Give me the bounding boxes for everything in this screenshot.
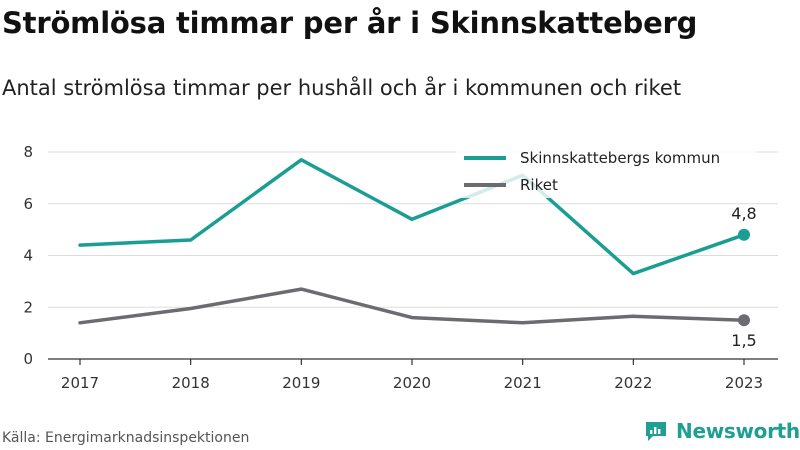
x-tick-label: 2020 [393,374,431,392]
end-marker-kommun [738,228,750,241]
brand-name: Newsworthy [676,419,800,443]
series-line-kommun [78,158,746,276]
end-marker-riket [738,314,750,327]
x-tick-label: 2019 [282,374,320,392]
y-tick-label: 6 [23,195,33,213]
chart-subtitle: Antal strömlösa timmar per hushåll och å… [2,76,682,100]
x-tick-label: 2018 [172,374,210,392]
newsworthy-logo-icon [646,422,666,441]
x-tick-label: 2017 [61,374,99,392]
series-line-riket [78,287,746,325]
end-label-riket: 1,5 [731,331,756,350]
source-note: Källa: Energimarknadsinspektionen [2,430,250,446]
chart-title: Strömlösa timmar per år i Skinnskatteber… [2,6,698,40]
y-tick-label: 0 [23,350,33,368]
x-tick-label: 2022 [614,374,652,392]
brand-logo: Newsworthy [644,419,800,443]
x-tick-label: 2021 [504,374,542,392]
y-tick-label: 8 [23,143,33,161]
x-tick-label: 2023 [725,374,763,392]
end-label-kommun: 4,8 [731,204,756,223]
y-tick-label: 2 [23,298,33,316]
legend-label-kommun: Skinnskattebergs kommun [520,149,720,167]
y-tick-label: 4 [23,247,33,265]
legend-label-riket: Riket [520,176,558,194]
legend-background [456,146,756,198]
